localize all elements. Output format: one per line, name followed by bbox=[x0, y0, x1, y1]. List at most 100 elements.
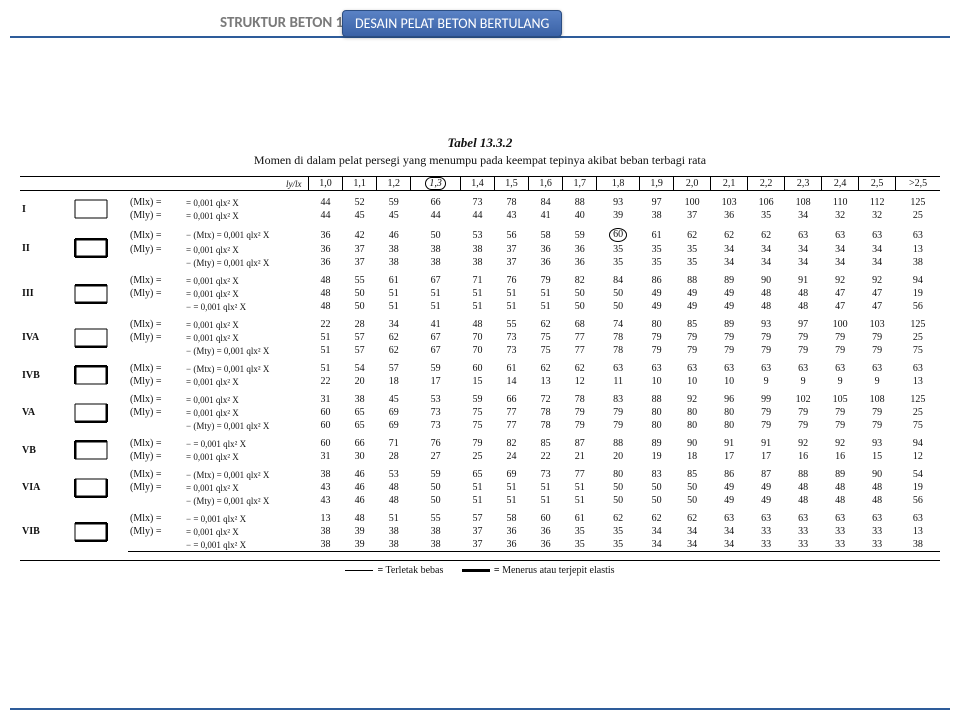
value-cell: 78 bbox=[563, 388, 597, 406]
case-diagram bbox=[54, 388, 128, 432]
value-cell: 63 bbox=[822, 222, 859, 243]
value-cell: 34 bbox=[711, 243, 748, 256]
table-title: Tabel 13.3.2 bbox=[20, 135, 940, 151]
value-cell: 67 bbox=[411, 344, 461, 357]
value-cell: 34 bbox=[711, 525, 748, 538]
value-cell: 35 bbox=[563, 525, 597, 538]
value-cell: 63 bbox=[748, 357, 785, 375]
value-cell: 33 bbox=[859, 525, 896, 538]
case-label: VB bbox=[20, 432, 54, 463]
value-cell: 88 bbox=[563, 191, 597, 210]
value-cell: 38 bbox=[896, 256, 940, 269]
value-cell: 75 bbox=[529, 344, 563, 357]
value-cell: 51 bbox=[495, 287, 529, 300]
value-cell: 48 bbox=[785, 287, 822, 300]
value-cell: 67 bbox=[411, 269, 461, 287]
value-cell: 60 bbox=[309, 419, 343, 432]
value-cell: 80 bbox=[640, 406, 674, 419]
value-cell: 62 bbox=[674, 507, 711, 525]
value-cell: 56 bbox=[495, 222, 529, 243]
value-cell: 88 bbox=[640, 388, 674, 406]
value-cell: 79 bbox=[674, 331, 711, 344]
value-cell: 70 bbox=[460, 331, 494, 344]
value-cell: 55 bbox=[343, 269, 377, 287]
case-diagram bbox=[54, 357, 128, 388]
value-cell: 33 bbox=[822, 525, 859, 538]
value-cell: 87 bbox=[748, 463, 785, 481]
value-cell: 75 bbox=[896, 344, 940, 357]
value-cell: 34 bbox=[748, 243, 785, 256]
value-cell: 19 bbox=[640, 450, 674, 463]
value-cell: 44 bbox=[309, 209, 343, 222]
value-cell: 52 bbox=[343, 191, 377, 210]
value-cell: 51 bbox=[377, 300, 411, 313]
value-cell: 51 bbox=[529, 494, 563, 507]
value-cell: 80 bbox=[597, 463, 640, 481]
value-cell: 60 bbox=[460, 357, 494, 375]
value-cell: 49 bbox=[711, 287, 748, 300]
value-cell: 33 bbox=[785, 538, 822, 552]
value-cell: 78 bbox=[597, 331, 640, 344]
value-cell: 125 bbox=[896, 191, 940, 210]
value-cell: 79 bbox=[460, 432, 494, 450]
value-cell: 80 bbox=[674, 419, 711, 432]
case-diagram bbox=[54, 269, 128, 313]
formula-cell: = 0,001 qlx² X bbox=[184, 191, 309, 210]
value-cell: 38 bbox=[377, 243, 411, 256]
value-cell: 69 bbox=[377, 406, 411, 419]
value-cell: 10 bbox=[640, 375, 674, 388]
value-cell: 25 bbox=[896, 331, 940, 344]
value-cell: 11 bbox=[597, 375, 640, 388]
value-cell: 51 bbox=[309, 344, 343, 357]
value-cell: 38 bbox=[460, 256, 494, 269]
value-cell: 50 bbox=[640, 494, 674, 507]
case-diagram bbox=[54, 191, 128, 223]
value-cell: 53 bbox=[460, 222, 494, 243]
table-sheet: Tabel 13.3.2 Momen di dalam pelat perseg… bbox=[20, 135, 940, 700]
value-cell: 24 bbox=[495, 450, 529, 463]
value-cell: 33 bbox=[748, 525, 785, 538]
value-cell: 25 bbox=[896, 406, 940, 419]
value-cell: 48 bbox=[859, 481, 896, 494]
moment-name bbox=[128, 538, 184, 552]
value-cell: 63 bbox=[785, 222, 822, 243]
value-cell: 35 bbox=[640, 243, 674, 256]
value-cell: 41 bbox=[529, 209, 563, 222]
value-cell: 65 bbox=[343, 406, 377, 419]
value-cell: 20 bbox=[597, 450, 640, 463]
value-cell: 59 bbox=[563, 222, 597, 243]
value-cell: 75 bbox=[529, 331, 563, 344]
value-cell: 79 bbox=[822, 406, 859, 419]
value-cell: 46 bbox=[343, 463, 377, 481]
value-cell: 51 bbox=[495, 481, 529, 494]
case-diagram bbox=[54, 507, 128, 552]
value-cell: 34 bbox=[640, 525, 674, 538]
value-cell: 50 bbox=[597, 481, 640, 494]
value-cell: 62 bbox=[640, 507, 674, 525]
value-cell: 78 bbox=[529, 406, 563, 419]
value-cell: 79 bbox=[597, 419, 640, 432]
table-body: I (Mlx) == 0,001 qlx² X44525966737884889… bbox=[20, 191, 940, 552]
value-cell: 50 bbox=[411, 494, 461, 507]
value-cell: 44 bbox=[411, 209, 461, 222]
value-cell: 48 bbox=[309, 287, 343, 300]
value-cell: 36 bbox=[529, 525, 563, 538]
legend: = Terletak bebas = Menerus atau terjepit… bbox=[20, 560, 940, 576]
value-cell: 79 bbox=[748, 331, 785, 344]
table-head: ly/lx 1,01,11,21,31,41,51,61,71,81,92,02… bbox=[20, 177, 940, 191]
value-cell: 36 bbox=[711, 209, 748, 222]
value-cell: 37 bbox=[343, 243, 377, 256]
value-cell: 89 bbox=[640, 432, 674, 450]
value-cell: 73 bbox=[411, 419, 461, 432]
value-cell: 51 bbox=[460, 287, 494, 300]
value-cell: 48 bbox=[377, 494, 411, 507]
formula-cell: − = 0,001 qlx² X bbox=[184, 507, 309, 525]
value-cell: 125 bbox=[896, 388, 940, 406]
value-cell: 34 bbox=[859, 256, 896, 269]
formula-cell: − (Mtx) = 0,001 qlx² X bbox=[184, 463, 309, 481]
value-cell: 103 bbox=[859, 313, 896, 331]
value-cell: 38 bbox=[377, 525, 411, 538]
value-cell: 50 bbox=[563, 300, 597, 313]
value-cell: 72 bbox=[529, 388, 563, 406]
value-cell: 49 bbox=[711, 494, 748, 507]
